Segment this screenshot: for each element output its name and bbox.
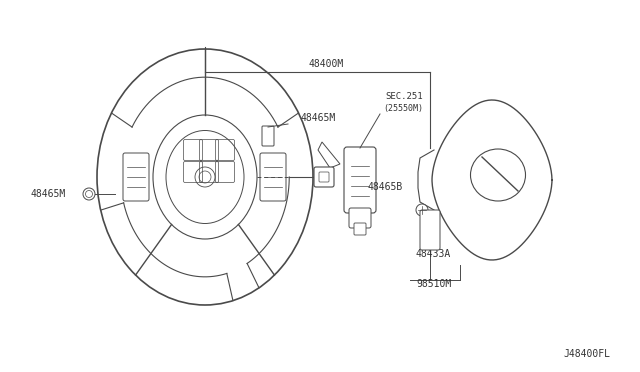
- Text: 98510M: 98510M: [416, 279, 451, 289]
- Text: SEC.251: SEC.251: [385, 92, 422, 100]
- Text: 48465M: 48465M: [30, 189, 65, 199]
- FancyBboxPatch shape: [349, 208, 371, 228]
- Circle shape: [416, 204, 428, 216]
- Circle shape: [83, 188, 95, 200]
- Text: J48400FL: J48400FL: [563, 349, 610, 359]
- Text: 48465B: 48465B: [368, 182, 403, 192]
- FancyBboxPatch shape: [344, 147, 376, 213]
- Text: 48400M: 48400M: [308, 59, 344, 69]
- Text: (25550M): (25550M): [383, 103, 423, 112]
- FancyBboxPatch shape: [314, 167, 334, 187]
- FancyBboxPatch shape: [354, 223, 366, 235]
- Text: 48433A: 48433A: [416, 249, 451, 259]
- Text: 48465M: 48465M: [301, 113, 336, 123]
- FancyBboxPatch shape: [420, 210, 440, 250]
